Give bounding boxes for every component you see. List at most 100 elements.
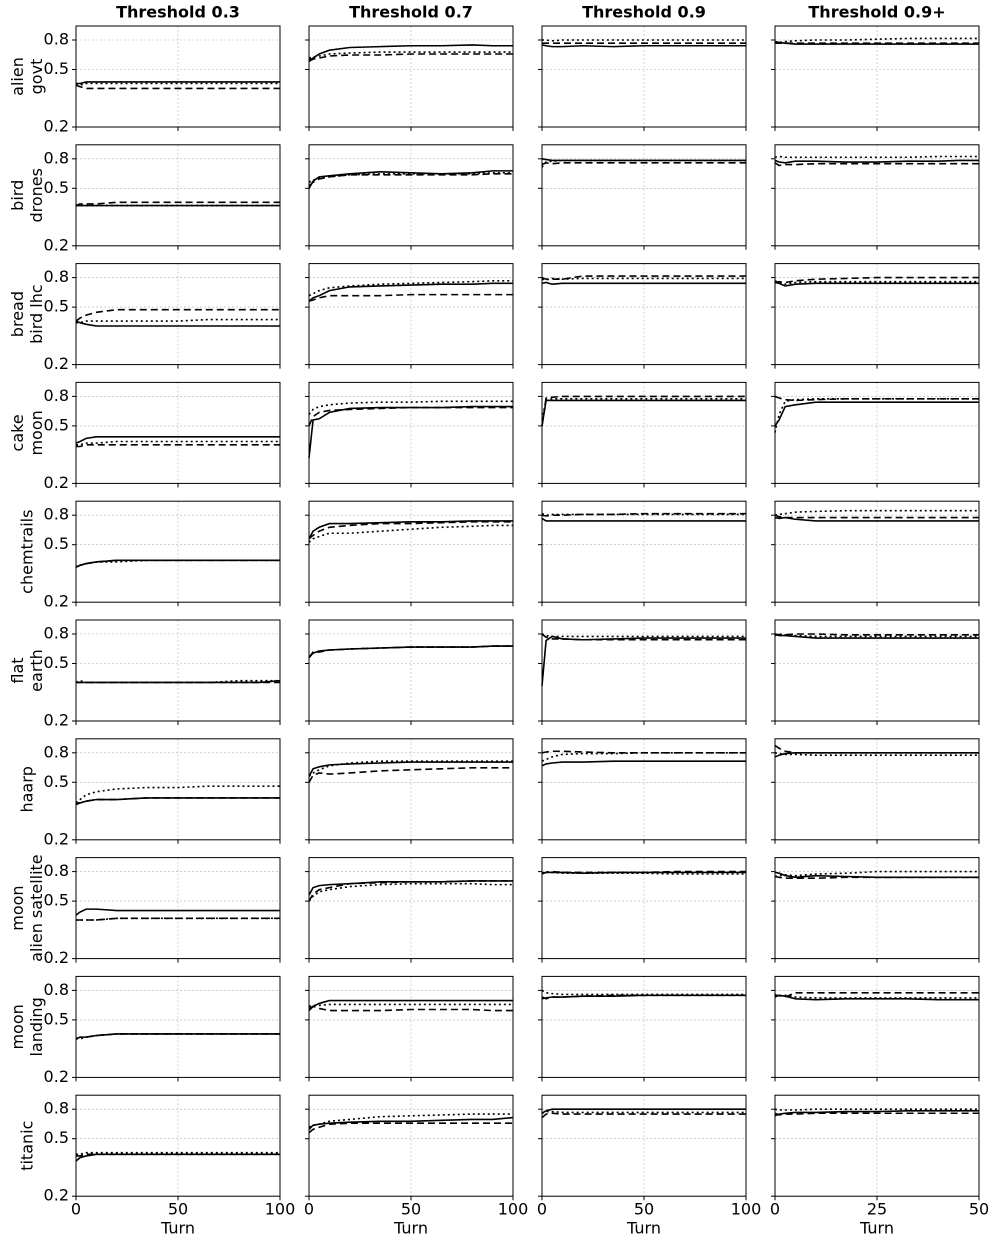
series-line bbox=[774, 744, 979, 754]
series-line bbox=[76, 81, 280, 85]
series-line bbox=[774, 155, 979, 159]
panel-frame bbox=[774, 263, 980, 366]
y-tick-label: 0.8 bbox=[44, 30, 69, 49]
series-line bbox=[76, 318, 280, 324]
series-line bbox=[541, 281, 746, 286]
series-line bbox=[541, 635, 746, 686]
y-tick-label: 0.8 bbox=[44, 267, 69, 286]
panel-frame bbox=[541, 25, 747, 128]
y-tick-label: 0.8 bbox=[44, 386, 69, 405]
panel-frame bbox=[75, 263, 281, 366]
series-line bbox=[774, 993, 979, 999]
panel-frame bbox=[541, 975, 747, 1078]
panel-frame bbox=[774, 975, 980, 1078]
series-line bbox=[75, 785, 280, 804]
row-label: haarp bbox=[18, 766, 37, 812]
row-label: moon bbox=[8, 885, 27, 930]
row-label: flat bbox=[8, 657, 27, 683]
series-line bbox=[308, 1005, 513, 1012]
x-axis-label: Turn bbox=[160, 1219, 195, 1238]
series-line bbox=[75, 436, 280, 444]
x-tick-label: 50 bbox=[969, 1200, 989, 1219]
panel-frame bbox=[541, 619, 747, 722]
series-line bbox=[308, 1116, 514, 1130]
y-tick-label: 0.5 bbox=[44, 178, 69, 197]
panel-frame bbox=[774, 619, 980, 722]
series-line bbox=[308, 405, 513, 459]
y-tick-label: 0.5 bbox=[44, 1128, 69, 1147]
y-tick-label: 0.2 bbox=[44, 711, 69, 730]
panel-frame bbox=[308, 500, 514, 603]
row-label: landing bbox=[27, 997, 46, 1056]
series-line bbox=[541, 159, 746, 168]
series-line bbox=[75, 308, 280, 322]
y-tick-label: 0.2 bbox=[44, 948, 69, 967]
series-line bbox=[774, 1109, 979, 1117]
y-tick-label: 0.5 bbox=[44, 891, 69, 910]
panel-frame bbox=[75, 738, 281, 841]
series-line bbox=[541, 277, 746, 281]
series-line bbox=[308, 882, 513, 902]
y-tick-label: 0.5 bbox=[44, 772, 69, 791]
panel-frame bbox=[75, 381, 281, 484]
series-line bbox=[308, 282, 513, 302]
panel-frame bbox=[774, 500, 980, 603]
series-line bbox=[541, 1112, 746, 1119]
row-label: cake bbox=[8, 414, 27, 451]
series-line bbox=[308, 51, 513, 59]
row-label: alien satellite bbox=[27, 854, 46, 961]
series-line bbox=[774, 395, 979, 402]
series-line bbox=[542, 39, 746, 42]
series-line bbox=[774, 875, 979, 880]
x-tick-label: 25 bbox=[867, 1200, 887, 1219]
y-tick-label: 0.2 bbox=[44, 354, 69, 373]
row-label: chemtrails bbox=[18, 510, 37, 594]
x-tick-label: 100 bbox=[731, 1200, 762, 1219]
panel-frame bbox=[774, 144, 980, 247]
panel-frame bbox=[308, 857, 514, 960]
series-line bbox=[774, 1108, 979, 1111]
series-line bbox=[541, 994, 746, 1000]
series-line bbox=[76, 440, 280, 446]
series-line bbox=[308, 170, 513, 189]
row-label: earth bbox=[27, 649, 46, 692]
series-line bbox=[76, 917, 280, 921]
y-tick-label: 0.8 bbox=[44, 624, 69, 643]
panel-frame bbox=[308, 263, 514, 366]
panel-frame bbox=[75, 1094, 281, 1197]
series-line bbox=[308, 999, 513, 1012]
x-tick-label: 50 bbox=[401, 1200, 421, 1219]
series-line bbox=[774, 752, 979, 756]
series-line bbox=[541, 1108, 746, 1114]
panel-frame bbox=[774, 381, 980, 484]
series-line bbox=[774, 40, 979, 45]
x-tick-label: 50 bbox=[168, 1200, 188, 1219]
series-line bbox=[774, 37, 979, 45]
series-line bbox=[308, 406, 513, 427]
y-tick-label: 0.5 bbox=[44, 1009, 69, 1028]
panel-frame bbox=[541, 263, 747, 366]
row-label: bird bbox=[8, 180, 27, 211]
series-line bbox=[76, 443, 280, 448]
series-line bbox=[75, 82, 280, 86]
x-tick-label: 0 bbox=[770, 1200, 780, 1219]
series-line bbox=[541, 633, 746, 641]
series-line bbox=[308, 293, 513, 302]
panel-frame bbox=[75, 857, 281, 960]
series-line bbox=[76, 1033, 280, 1040]
series-line bbox=[308, 44, 513, 61]
series-line bbox=[774, 870, 979, 878]
x-tick-label: 0 bbox=[537, 1200, 547, 1219]
series-line bbox=[774, 401, 979, 427]
x-tick-label: 50 bbox=[634, 1200, 654, 1219]
panel-frame bbox=[308, 25, 514, 128]
series-line bbox=[541, 870, 746, 875]
series-line bbox=[308, 172, 513, 184]
series-line bbox=[75, 201, 280, 207]
series-line bbox=[541, 633, 746, 638]
series-line bbox=[541, 752, 746, 762]
panel-frame bbox=[541, 381, 747, 484]
y-tick-label: 0.2 bbox=[44, 1067, 69, 1086]
y-tick-label: 0.8 bbox=[44, 148, 69, 167]
